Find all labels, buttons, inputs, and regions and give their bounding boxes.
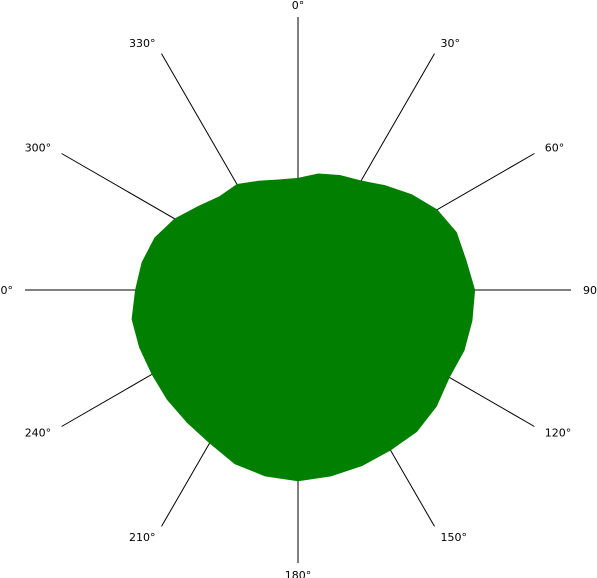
series-area-0	[131, 173, 476, 482]
angle-label-210: 210°	[129, 531, 156, 544]
angle-label-90: 90°	[583, 284, 597, 297]
angle-label-150: 150°	[441, 531, 468, 544]
angle-label-270: 270°	[0, 284, 13, 297]
angle-label-30: 30°	[441, 37, 461, 50]
angle-label-240: 240°	[25, 427, 52, 440]
angle-label-300: 300°	[25, 142, 52, 155]
angle-label-120: 120°	[545, 427, 572, 440]
angle-label-0: 0°	[292, 0, 305, 12]
angle-label-60: 60°	[545, 142, 565, 155]
angle-label-330: 330°	[129, 37, 156, 50]
angle-label-180: 180°	[285, 569, 312, 578]
data-area	[131, 173, 476, 482]
